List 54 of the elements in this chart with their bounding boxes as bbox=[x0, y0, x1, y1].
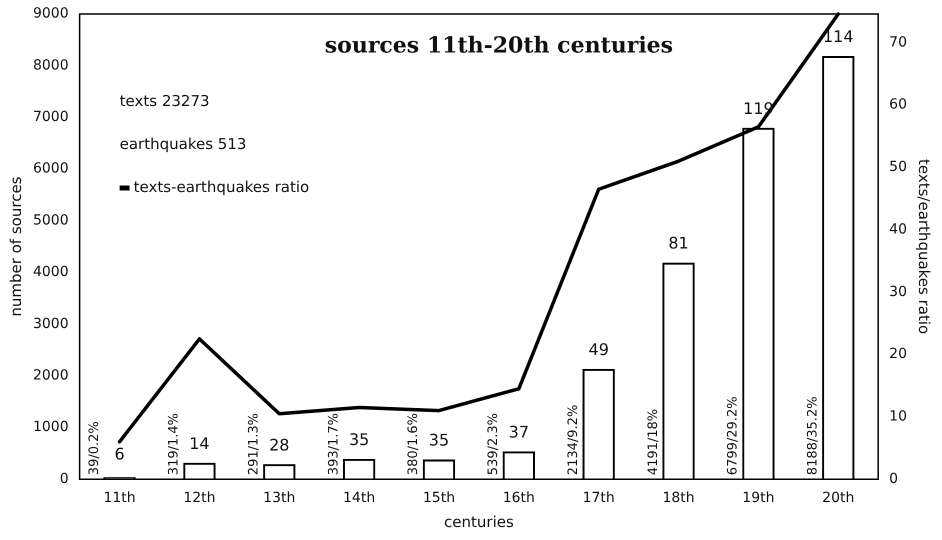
data-label: 2134/9.2% bbox=[566, 404, 581, 476]
y2-tick-label: 30 bbox=[889, 284, 908, 300]
y-tick-label: 2000 bbox=[32, 367, 69, 384]
y-tick-label: 9000 bbox=[32, 6, 69, 22]
text: sources 11th-20th centuries bbox=[324, 32, 674, 59]
data-label: 39/0.2% bbox=[86, 421, 102, 476]
annotation: 28 bbox=[269, 435, 290, 454]
data-label: 6799/29.2% bbox=[726, 396, 741, 476]
data-label: 4191/18% bbox=[646, 408, 661, 476]
legend-label: texts-earthquakes ratio bbox=[134, 178, 310, 196]
annotation: 114 bbox=[822, 27, 854, 46]
y2-tick-label: 40 bbox=[889, 221, 908, 238]
y2-tick-label: 10 bbox=[889, 408, 908, 424]
y2-tick-label: 60 bbox=[889, 96, 908, 113]
x-tick-label: 13th bbox=[263, 490, 296, 506]
y-tick-label: 4000 bbox=[32, 264, 69, 280]
annotation: 81 bbox=[668, 234, 689, 253]
data-label: 319/1.4% bbox=[166, 412, 182, 476]
x-tick-label: 11th bbox=[103, 490, 136, 506]
x-tick-label: 20th bbox=[822, 490, 854, 506]
annotation: earthquakes 513 bbox=[120, 134, 246, 153]
y2-tick-label: 50 bbox=[889, 159, 908, 176]
annotation: 37 bbox=[508, 422, 530, 442]
y-tick-label: 1000 bbox=[32, 419, 69, 436]
y2-axis-title: texts/earthquakes ratio bbox=[915, 158, 934, 334]
data-label: 393/1.7% bbox=[326, 412, 342, 476]
annotation: 35 bbox=[428, 430, 450, 450]
x-tick-label: 16th bbox=[502, 490, 535, 506]
x-tick-label: 14th bbox=[343, 490, 376, 506]
y-tick-label: 0 bbox=[60, 470, 69, 487]
data-label: 380/1.6% bbox=[406, 412, 422, 476]
x-tick-label: 15th bbox=[422, 490, 456, 506]
annotation: 49 bbox=[588, 340, 609, 360]
data-label: 8188/35.2% bbox=[805, 396, 820, 476]
y2-tick-label: 0 bbox=[889, 470, 898, 487]
data-label: 539/2.3% bbox=[486, 412, 502, 476]
x-tick-label: 18th bbox=[662, 490, 695, 506]
y-tick-label: 7000 bbox=[32, 109, 69, 126]
annotation: 6 bbox=[114, 444, 125, 464]
y2-tick-label: 20 bbox=[889, 346, 908, 362]
annotation: 14 bbox=[189, 434, 210, 453]
y-tick-label: 5000 bbox=[32, 212, 69, 228]
x-tick-label: 19th bbox=[742, 490, 774, 506]
x-tick-label: 17th bbox=[582, 490, 615, 506]
y-axis-title: number of sources bbox=[6, 176, 25, 317]
y-tick-label: 6000 bbox=[32, 160, 69, 177]
x-tick-label: 12th bbox=[183, 490, 216, 506]
x-axis-title: centuries bbox=[444, 512, 514, 531]
annotation: 35 bbox=[348, 430, 370, 450]
annotation: texts 23273 bbox=[120, 92, 210, 110]
y-tick-label: 3000 bbox=[32, 316, 69, 332]
y2-tick-label: 70 bbox=[889, 34, 908, 50]
y-tick-label: 8000 bbox=[32, 57, 69, 74]
data-label: 291/1.3% bbox=[246, 412, 262, 476]
